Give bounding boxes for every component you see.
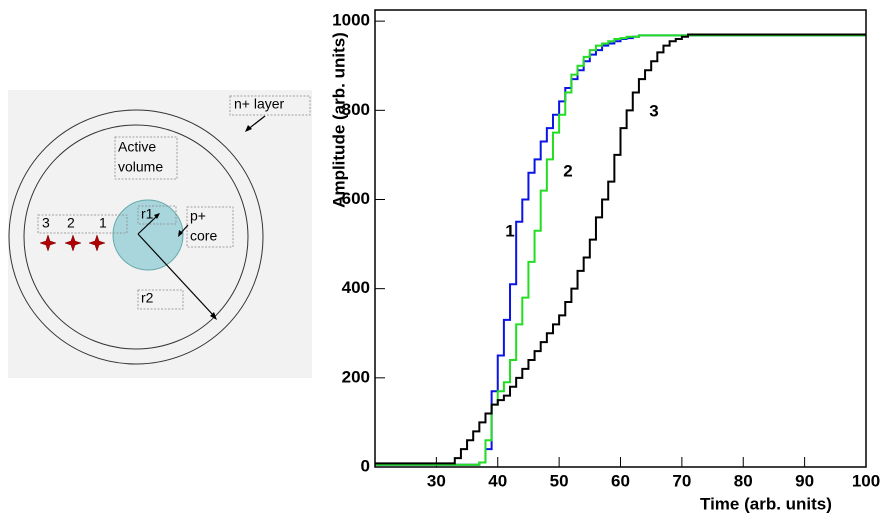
- r2-label: r2: [141, 290, 154, 306]
- detector-diagram: n+ layer Active volume 3 2 1 r1 p+ core …: [8, 90, 312, 378]
- y-tick-label: 200: [342, 367, 370, 386]
- curve-annotation: 3: [649, 101, 658, 120]
- star: [39, 234, 57, 252]
- star: [88, 234, 106, 252]
- chart: Time (arb. units) Amplitude (arb. units)…: [329, 9, 880, 513]
- step-line: [375, 34, 866, 466]
- y-tick-label: 800: [342, 100, 370, 119]
- arrow-head: [178, 230, 183, 237]
- x-axis-title: Time (arb. units): [700, 494, 832, 513]
- label-box: [137, 289, 184, 310]
- curve-annotation: 1: [505, 221, 514, 240]
- step-line: [375, 34, 866, 466]
- x-tick-label: 80: [734, 471, 753, 490]
- inner-circle: [23, 124, 249, 350]
- x-tick-label: 40: [488, 471, 507, 490]
- y-tick-label: 600: [342, 189, 370, 208]
- label-box: [37, 214, 128, 234]
- label-box: [114, 136, 178, 180]
- r1-label: r1: [141, 206, 154, 222]
- step-line: [375, 33, 866, 465]
- label-box: [137, 205, 177, 225]
- label-box: [229, 95, 311, 116]
- y-tick-label: 0: [361, 456, 370, 475]
- y-axis-title: Amplitude (arb. units): [329, 32, 348, 208]
- y-tick-label: 400: [342, 278, 370, 297]
- x-tick-label: 30: [427, 471, 446, 490]
- outer-circle: [8, 109, 264, 365]
- x-tick-label: 90: [795, 471, 814, 490]
- x-tick-label: 60: [611, 471, 630, 490]
- arrow-head: [210, 312, 217, 320]
- position-label: 3: [42, 215, 50, 231]
- active-label: Active: [118, 139, 156, 155]
- arrow: [137, 233, 215, 317]
- star: [64, 234, 82, 252]
- p-core: [112, 199, 184, 271]
- position-label: 1: [99, 215, 107, 231]
- arrow-head: [154, 213, 160, 219]
- curve-annotation: 2: [563, 161, 572, 180]
- y-tick-label: 1000: [332, 11, 370, 30]
- arrow-head: [245, 125, 252, 132]
- position-label: 2: [67, 215, 75, 231]
- plot-frame: [374, 9, 867, 468]
- n-layer-label: n+ layer: [234, 96, 285, 112]
- source-marks: [39, 234, 106, 252]
- x-tick-label: 70: [672, 471, 691, 490]
- core-label: p+: [190, 208, 206, 224]
- x-tick-label: 50: [550, 471, 569, 490]
- active-label: volume: [118, 159, 163, 175]
- core-label: core: [190, 228, 217, 244]
- arrow: [137, 215, 158, 235]
- x-tick-label: 100: [852, 471, 880, 490]
